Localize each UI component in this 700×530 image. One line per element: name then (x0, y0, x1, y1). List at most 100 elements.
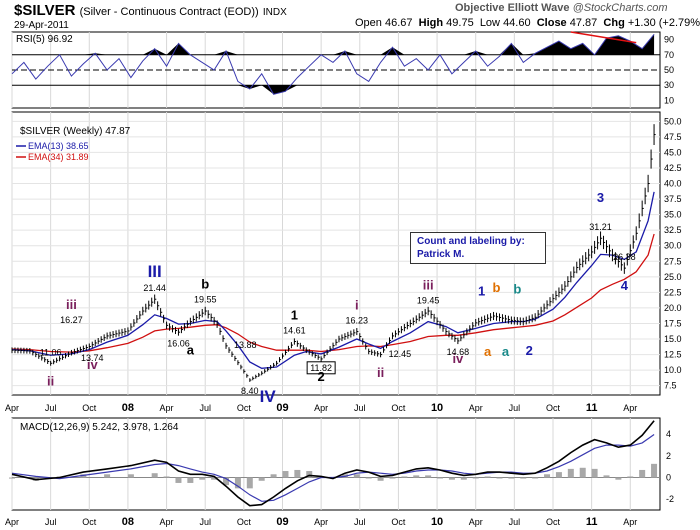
x-tick-15: 11 (586, 402, 598, 414)
x-tick-9: Jul (354, 403, 366, 413)
price-title: $SILVER (Weekly) 47.87 (20, 126, 131, 137)
price-tick-15: 45.0 (664, 147, 682, 157)
macd-hist-bar-31 (448, 477, 455, 480)
x-tick-0: Apr (5, 403, 19, 413)
open-value: 46.67 (384, 17, 413, 29)
price-annotation-24: 19.45 (417, 295, 440, 305)
price-annotation-27: 1 (478, 283, 485, 298)
x-tick-12: Apr (469, 403, 483, 413)
count-label-line1: Count and labeling by: (417, 236, 525, 247)
macd-panel (11, 417, 661, 511)
price-annotation-35: 26.38 (613, 252, 636, 262)
x-tick-5: Jul (199, 403, 211, 413)
macd-tick-2: 2 (666, 451, 671, 461)
macd-hist-bar-6 (151, 473, 158, 478)
macd-hist-bar-14 (246, 477, 253, 489)
macd-x-tick-6: Oct (237, 517, 252, 527)
x-tick-1: Jul (45, 403, 57, 413)
close-label: Close (536, 17, 567, 29)
price-annotation-11: 19.55 (194, 295, 217, 305)
macd-hist-bar-13 (234, 477, 241, 489)
price-annotation-31: b (513, 281, 521, 296)
price-tick-13: 40.0 (664, 179, 682, 189)
price-annotation-4: iv (87, 357, 99, 372)
ema34-legend: EMA(34) 31.89 (28, 152, 89, 162)
price-annotation-34: 31.21 (589, 222, 612, 232)
macd-x-tick-1: Jul (45, 517, 57, 527)
rsi-divergence-line (570, 31, 637, 44)
macd-hist-bar-16 (270, 474, 277, 478)
macd-x-tick-16: Apr (623, 517, 637, 527)
macd-hist-bar-15 (258, 477, 265, 481)
macd-hist-bar-5 (127, 474, 134, 478)
macd-x-tick-12: Apr (469, 517, 483, 527)
price-annotation-15: 1 (291, 307, 298, 322)
macd-hist-bar-41 (567, 468, 574, 478)
price-annotation-2: iii (66, 297, 77, 312)
macd-hist-bar-0 (9, 477, 15, 479)
macd-hist-bar-26 (389, 477, 396, 479)
price-annotation-3: 16.27 (60, 315, 83, 325)
price-annotation-12: 13.88 (234, 340, 257, 350)
rsi-tick-70: 70 (664, 50, 674, 60)
macd-hist-bar-34 (484, 476, 491, 478)
price-annotation-8: 16.06 (167, 338, 190, 348)
macd-hist-bar-25 (377, 477, 384, 481)
macd-title: MACD(12,26,9) 5.242, 3.978, 1.264 (20, 422, 179, 433)
brand-name: Objective Elliott Wave (455, 2, 570, 14)
macd-hist-bar-37 (520, 477, 527, 479)
count-label-line2: Patrick M. (417, 249, 465, 260)
price-annotation-23: iii (423, 277, 434, 292)
macd-line (11, 420, 655, 507)
price-tick-6: 22.5 (664, 287, 682, 297)
macd-hist-bar-28 (413, 475, 420, 478)
ema34-line (11, 233, 655, 353)
macd-x-tick-13: Jul (509, 517, 521, 527)
rsi-title: RSI(5) 96.92 (16, 34, 73, 45)
price-annotation-10: b (201, 277, 209, 292)
macd-x-tick-8: Apr (314, 517, 328, 527)
price-annotation-7: 21.44 (143, 283, 166, 293)
macd-hist-bar-30 (437, 477, 444, 479)
price-annotation-25: iv (452, 351, 464, 366)
price-annotation-22: 12.45 (389, 349, 412, 359)
price-annotation-5: 13.74 (81, 353, 104, 363)
ticker-title: $SILVER (Silver - Continuous Contract (E… (14, 2, 287, 19)
x-tick-11: 10 (431, 402, 443, 414)
macd-hist-bar-27 (401, 476, 408, 478)
ema13-legend: EMA(13) 38.65 (28, 141, 89, 151)
close-value: 47.87 (569, 17, 598, 29)
price-annotation-19: i (355, 297, 359, 312)
low-value: 44.60 (503, 17, 531, 29)
macd-hist-bar-44 (603, 475, 610, 478)
macd-hist-bar-10 (199, 477, 206, 480)
x-tick-16: Apr (623, 403, 637, 413)
macd-tick--2: -2 (666, 494, 674, 504)
price-annotation-6: III (148, 262, 162, 281)
x-tick-10: Oct (391, 403, 406, 413)
macd-x-tick-14: Oct (546, 517, 561, 527)
macd-hist-bar-45 (615, 477, 622, 480)
macd-hist-bar-47 (639, 469, 646, 478)
ticker-description: (Silver - Continuous Contract (EOD)) (79, 6, 259, 18)
macd-hist-bar-17 (282, 471, 289, 478)
x-tick-13: Jul (509, 403, 521, 413)
price-tick-14: 42.5 (664, 163, 682, 173)
high-value: 49.75 (446, 17, 474, 29)
price-tick-10: 32.5 (664, 225, 682, 235)
price-annotation-box-17 (306, 361, 336, 375)
price-tick-7: 25.0 (664, 272, 682, 282)
macd-hist-bar-23 (353, 474, 360, 478)
price-annotation-26: 14.68 (447, 347, 470, 357)
open-label: Open (355, 17, 382, 29)
price-annotation-21: ii (377, 365, 384, 380)
x-tick-14: Oct (546, 403, 561, 413)
price-annotation-36: 4 (621, 278, 629, 293)
macd-tick-0: 0 (666, 473, 671, 483)
rsi-tick-50: 50 (664, 65, 674, 75)
price-annotation-9: a (187, 342, 195, 357)
date-label: 29-Apr-2011 (14, 20, 69, 31)
chg-label: Chg (603, 17, 625, 29)
price-tick-9: 30.0 (664, 241, 682, 251)
ticker-exchange: INDX (262, 7, 287, 18)
